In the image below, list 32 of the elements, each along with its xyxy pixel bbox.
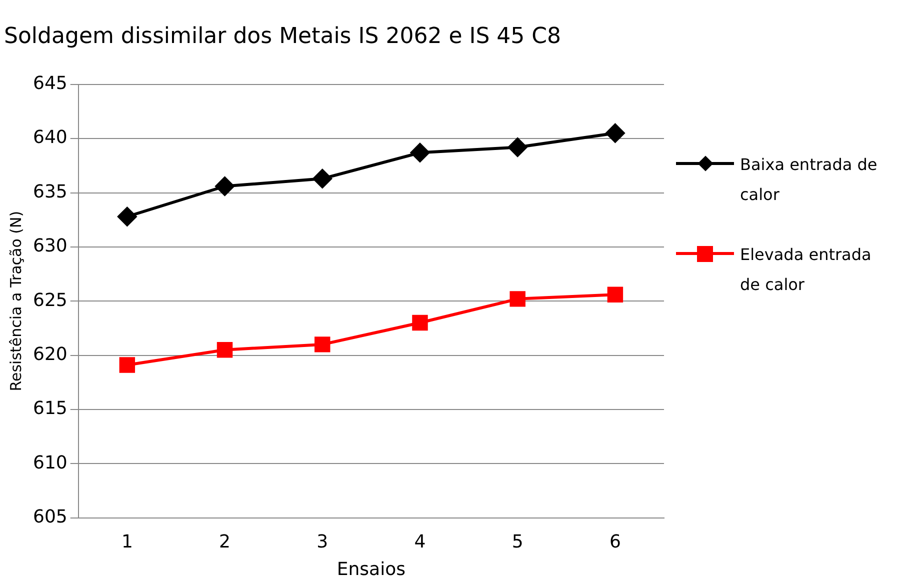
point [607, 286, 624, 302]
point [606, 124, 625, 143]
x-tick-label: 3 [316, 531, 328, 552]
y-tick-label: 615 [32, 398, 68, 420]
y-tick-label: 610 [32, 452, 68, 474]
y-tick-label: 635 [32, 181, 68, 202]
point [118, 207, 137, 226]
x-tick-label: 1 [121, 531, 133, 552]
point [412, 314, 428, 331]
y-tick-label: 640 [32, 127, 68, 148]
point [314, 336, 330, 352]
point [410, 143, 430, 162]
point [508, 138, 528, 157]
x-tick-label: 6 [609, 531, 621, 552]
point [215, 176, 234, 196]
point [119, 357, 136, 373]
y-tick-label: 630 [32, 236, 68, 257]
y-tick-label: 620 [32, 344, 68, 365]
legend-label: Elevada entrada de calor [740, 244, 872, 296]
point [216, 342, 233, 358]
chart-title: Soldagem dissimilar dos Metais IS 2062 e IS 45 C8 [4, 24, 562, 49]
legend-label: Baixa entrada de calor [740, 154, 878, 206]
x-axis-title: Ensaios [336, 558, 406, 580]
y-tick-label: 625 [32, 290, 68, 311]
point [510, 291, 526, 307]
y-tick-label: 605 [32, 506, 68, 528]
y-axis-title: Resistência a Tração (N) [6, 210, 25, 392]
x-tick-label: 4 [414, 531, 426, 552]
y-tick-label: 645 [32, 73, 68, 94]
x-tick-label: 5 [512, 531, 524, 552]
point [312, 169, 332, 188]
x-tick-label: 2 [219, 531, 230, 552]
